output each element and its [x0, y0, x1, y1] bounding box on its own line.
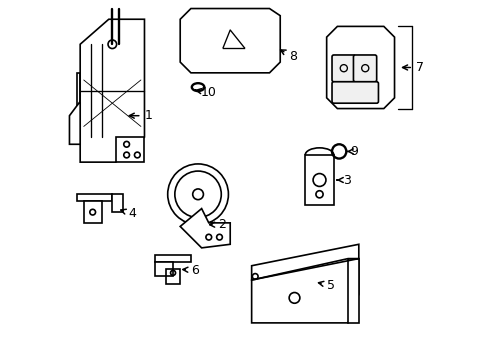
Polygon shape	[155, 262, 173, 276]
Polygon shape	[112, 194, 123, 212]
Polygon shape	[305, 155, 333, 205]
Polygon shape	[251, 258, 358, 323]
Text: 5: 5	[318, 279, 334, 292]
Text: 9: 9	[346, 145, 357, 158]
Polygon shape	[80, 19, 144, 162]
Text: 10: 10	[195, 86, 216, 99]
Polygon shape	[347, 258, 358, 323]
Polygon shape	[116, 137, 144, 162]
Text: 1: 1	[129, 109, 152, 122]
Polygon shape	[180, 9, 280, 73]
Text: 6: 6	[183, 264, 199, 276]
FancyBboxPatch shape	[331, 82, 378, 103]
Text: 7: 7	[402, 61, 423, 74]
Polygon shape	[180, 208, 230, 248]
Polygon shape	[155, 255, 190, 262]
Polygon shape	[83, 202, 102, 223]
Polygon shape	[77, 194, 112, 202]
Text: 3: 3	[336, 174, 350, 186]
Polygon shape	[69, 102, 80, 144]
FancyBboxPatch shape	[353, 55, 376, 82]
Polygon shape	[326, 26, 394, 109]
FancyBboxPatch shape	[331, 55, 354, 82]
Text: 4: 4	[121, 207, 136, 220]
Text: 8: 8	[280, 50, 297, 63]
Text: 2: 2	[209, 218, 225, 231]
